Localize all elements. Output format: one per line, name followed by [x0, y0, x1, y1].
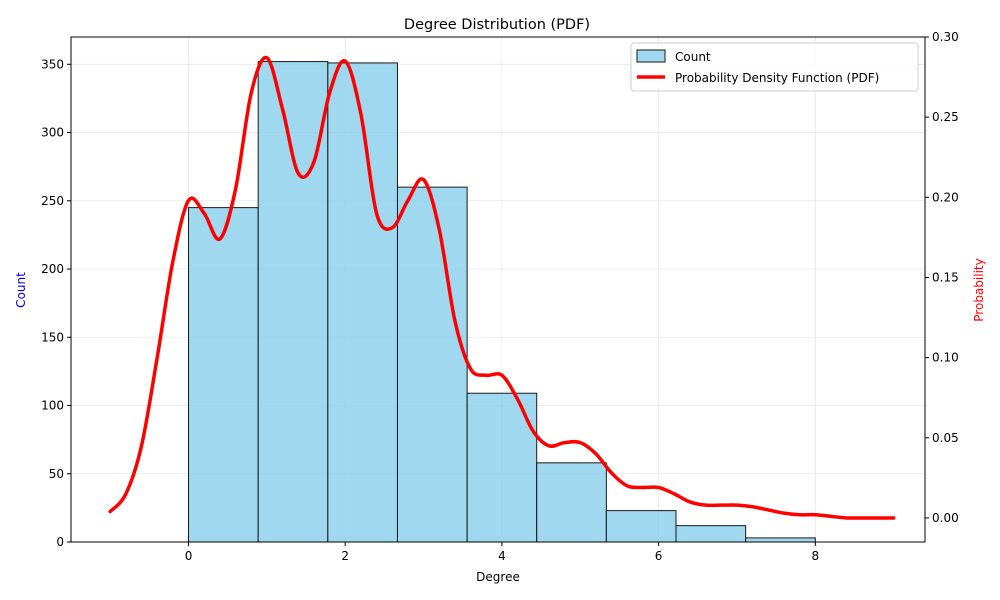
histogram-bar: [188, 207, 259, 543]
legend-pdf-label: Probability Density Function (PDF): [675, 71, 879, 85]
histogram-bar: [605, 510, 677, 543]
legend-count-swatch: [636, 49, 666, 63]
right-y-tick-label: 0.10: [932, 351, 959, 365]
histogram-bar: [536, 462, 607, 543]
x-tick-label: 0: [185, 549, 193, 563]
x-tick-label: 6: [655, 549, 663, 563]
legend-box: [630, 42, 919, 92]
left-y-tick-label: 150: [41, 330, 64, 344]
right-y-tick-label: 0.30: [932, 30, 959, 44]
right-y-tick-label: 0.00: [932, 511, 959, 525]
right-y-axis-label: Probability: [972, 258, 986, 321]
histogram-bar: [257, 61, 329, 543]
left-y-tick-label: 250: [41, 194, 64, 208]
pdf-line-layer: [108, 55, 896, 520]
x-tick-label: 2: [341, 549, 349, 563]
left-y-axis-ticks: 0 50 100 150 200 250 300 350: [41, 57, 71, 549]
left-y-tick-label: 350: [41, 57, 64, 71]
right-y-tick-label: 0.20: [932, 190, 959, 204]
left-y-axis-label: Count: [14, 272, 28, 308]
pdf-line: [108, 55, 896, 520]
histogram-bar: [745, 537, 816, 543]
plot-frame: [70, 36, 926, 543]
histogram-bar: [675, 525, 747, 543]
histogram-bars: [188, 61, 816, 543]
x-axis-label: Degree: [476, 570, 520, 584]
legend: Count Probability Density Function (PDF): [630, 42, 919, 92]
left-y-tick-label: 0: [56, 535, 64, 549]
x-tick-label: 4: [498, 549, 506, 563]
histogram-bar: [396, 186, 468, 543]
left-y-tick-label: 50: [49, 467, 64, 481]
right-y-tick-label: 0.25: [932, 110, 959, 124]
left-y-tick-label: 200: [41, 262, 64, 276]
x-axis-ticks: 0 2 4 6 8: [185, 542, 819, 563]
x-tick-label: 8: [811, 549, 819, 563]
left-y-tick-label: 300: [41, 126, 64, 140]
legend-count-label: Count: [675, 50, 711, 64]
chart-title: Degree Distribution (PDF): [404, 17, 590, 33]
right-y-tick-label: 0.05: [932, 431, 959, 445]
right-y-axis-ticks: 0.00 0.05 0.10 0.15 0.20 0.25 0.30: [925, 30, 959, 525]
left-y-tick-label: 100: [41, 399, 64, 413]
right-y-tick-label: 0.15: [932, 270, 959, 284]
